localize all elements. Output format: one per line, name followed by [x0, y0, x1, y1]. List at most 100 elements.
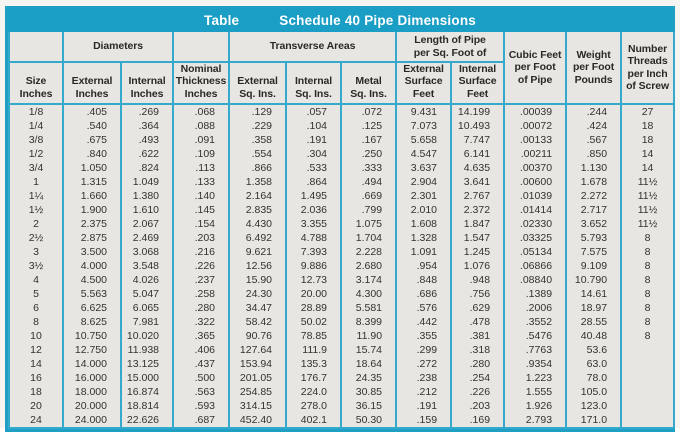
cell-nominal_thickness: .088 [172, 119, 231, 134]
table-row: 10 10.750 10.020.365 90.76 78.85 11.90.355.38… [8, 329, 676, 344]
cell-internal_surface_feet: 2.767 [450, 189, 506, 204]
cell-weight: 78.0 [565, 371, 623, 386]
cell-external_sq_ins: .866 [228, 161, 288, 176]
cell-internal_sq_ins: 135.3 [285, 357, 343, 372]
cell-internal_surface_feet: 7.747 [450, 133, 506, 148]
cell-nominal_thickness: .145 [172, 203, 231, 218]
cell-size: 14 [8, 357, 64, 372]
table-row: 4 4.500 4.026.237 15.90 12.73 3.174.848.948.0… [8, 273, 676, 288]
table-row: 2½ 2.875 2.469.203 6.492 4.788 1.704 1.328 1.54… [8, 231, 676, 246]
cell-internal_surface_feet: .318 [450, 343, 506, 358]
cell-external_surface_feet: 2.301 [395, 189, 453, 204]
cell-nominal_thickness: .216 [172, 245, 231, 260]
cell-threads: 18 [620, 133, 676, 148]
table-row: 3/8.675.493.091.358.191.167 5.658 7.747.00… [8, 133, 676, 148]
cell-external_sq_ins: 127.64 [228, 343, 288, 358]
cell-threads [620, 413, 676, 430]
table-title-label: Table [204, 13, 240, 28]
cell-external_inches: 16.000 [62, 371, 122, 386]
cell-cubic_feet: 1.555 [503, 385, 568, 400]
table-row: 14 14.000 13.125.437 153.94 135.3 18.64.272.2… [8, 357, 676, 372]
header-group-transverse-areas: Transverse Areas [228, 32, 398, 63]
cell-external_surface_feet: 1.091 [395, 245, 453, 260]
table-row: 24 24.000 22.626.687 452.40 402.1 50.30.159.1… [8, 413, 676, 430]
cell-cubic_feet: .08840 [503, 273, 568, 288]
cell-external_inches: 12.750 [62, 343, 122, 358]
cell-weight: 105.0 [565, 385, 623, 400]
cell-internal_surface_feet: .203 [450, 399, 506, 414]
cell-external_sq_ins: .554 [228, 147, 288, 162]
header-col-external-surface-feet: External Surface Feet [395, 62, 453, 106]
cell-internal_surface_feet: 1.245 [450, 245, 506, 260]
table-row: 1¼ 1.660 1.380.140 2.164 1.495.669 2.301 2.767… [8, 189, 676, 204]
cell-internal_inches: 15.000 [119, 371, 175, 386]
cell-internal_sq_ins: 111.9 [285, 343, 343, 358]
cell-size: 2 [8, 217, 64, 232]
table-row: 18 18.000 16.874.563 254.85 224.0 30.85.212.2… [8, 385, 676, 400]
cell-internal_inches: 1.380 [119, 189, 175, 204]
cell-internal_sq_ins: 1.495 [285, 189, 343, 204]
cell-external_inches: 8.625 [62, 315, 122, 330]
cell-internal_sq_ins: 50.02 [285, 315, 343, 330]
cell-nominal_thickness: .226 [172, 259, 231, 274]
cell-internal_surface_feet: 1.847 [450, 217, 506, 232]
cell-nominal_thickness: .091 [172, 133, 231, 148]
cell-internal_sq_ins: .864 [285, 175, 343, 190]
cell-cubic_feet: .00370 [503, 161, 568, 176]
cell-internal_inches: 22.626 [119, 413, 175, 430]
cell-size: 3½ [8, 259, 64, 274]
cell-external_sq_ins: 4.430 [228, 217, 288, 232]
cell-internal_sq_ins: 4.788 [285, 231, 343, 246]
cell-external_inches: 24.000 [62, 413, 122, 430]
cell-internal_surface_feet: .280 [450, 357, 506, 372]
cell-internal_sq_ins: 402.1 [285, 413, 343, 430]
cell-internal_surface_feet: 2.372 [450, 203, 506, 218]
cell-threads: 8 [620, 287, 676, 302]
cell-cubic_feet: .01039 [503, 189, 568, 204]
cell-metal_sq_ins: 24.35 [340, 371, 398, 386]
cell-external_sq_ins: 9.621 [228, 245, 288, 260]
cell-internal_sq_ins: 224.0 [285, 385, 343, 400]
cell-weight: 63.0 [565, 357, 623, 372]
cell-threads [620, 399, 676, 414]
cell-external_sq_ins: 153.94 [228, 357, 288, 372]
cell-nominal_thickness: .280 [172, 301, 231, 316]
cell-external_inches: 18.000 [62, 385, 122, 400]
cell-nominal_thickness: .258 [172, 287, 231, 302]
cell-internal_surface_feet: .756 [450, 287, 506, 302]
cell-cubic_feet: .00072 [503, 119, 568, 134]
cell-metal_sq_ins: .333 [340, 161, 398, 176]
header-col-internal-sq-ins: Internal Sq. Ins. [285, 62, 343, 106]
cell-metal_sq_ins: 18.64 [340, 357, 398, 372]
cell-size: 10 [8, 329, 64, 344]
data-table: Diameters Transverse Areas Length of Pip… [8, 32, 676, 430]
cell-cubic_feet: .9354 [503, 357, 568, 372]
cell-external_inches: 1.315 [62, 175, 122, 190]
cell-external_inches: 4.500 [62, 273, 122, 288]
cell-cubic_feet: .00133 [503, 133, 568, 148]
cell-threads: 18 [620, 119, 676, 134]
cell-nominal_thickness: .113 [172, 161, 231, 176]
cell-metal_sq_ins: 1.075 [340, 217, 398, 232]
cell-internal_sq_ins: .304 [285, 147, 343, 162]
header-col-threads: Number Threads per Inch of Screw [620, 32, 676, 106]
table-row: 1/8.405.269.068.129.057.072 9.431 14.199.0… [8, 104, 676, 120]
table-row: 2 2.375 2.067.154 4.430 3.355 1.075 1.608 1.847… [8, 217, 676, 232]
cell-threads: 14 [620, 147, 676, 162]
cell-weight: .850 [565, 147, 623, 162]
cell-internal_surface_feet: 14.199 [450, 104, 506, 120]
cell-metal_sq_ins: 5.581 [340, 301, 398, 316]
cell-external_sq_ins: 90.76 [228, 329, 288, 344]
table-row: 20 20.000 18.814.593 314.15 278.0 36.15.191.2… [8, 399, 676, 414]
cell-threads: 11½ [620, 175, 676, 190]
cell-external_inches: 2.375 [62, 217, 122, 232]
cell-size: 8 [8, 315, 64, 330]
cell-size: 6 [8, 301, 64, 316]
cell-internal_inches: .493 [119, 133, 175, 148]
cell-weight: 3.652 [565, 217, 623, 232]
table-row: 16 16.000 15.000.500 201.05 176.7 24.35.238.2… [8, 371, 676, 386]
cell-internal_sq_ins: 78.85 [285, 329, 343, 344]
cell-weight: 53.6 [565, 343, 623, 358]
cell-threads: 8 [620, 329, 676, 344]
